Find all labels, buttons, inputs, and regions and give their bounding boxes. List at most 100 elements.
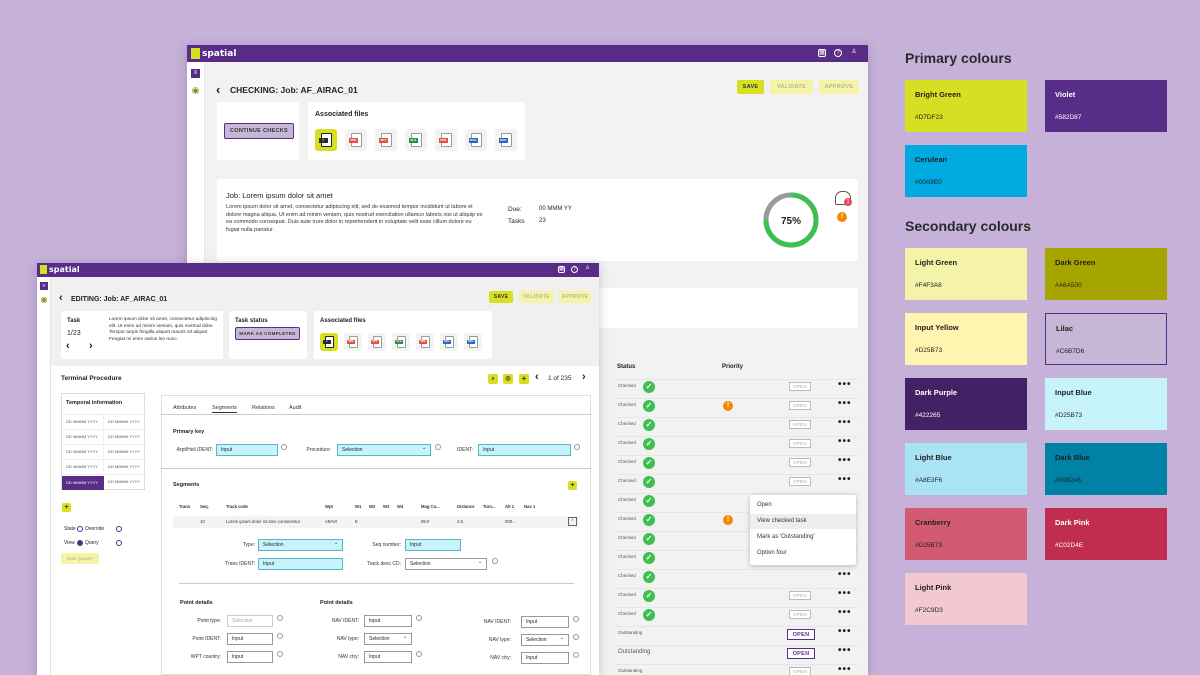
open-button[interactable]: OPEN <box>789 458 811 467</box>
tab-attributes[interactable]: Attributes <box>173 405 197 411</box>
grid-icon[interactable]: ▦ <box>818 49 826 57</box>
eye-icon[interactable]: ◉ <box>40 295 48 304</box>
validate-button[interactable]: VALIDATE <box>770 80 813 94</box>
open-button[interactable]: OPEN <box>789 477 811 486</box>
wpt-country-input[interactable]: Input <box>227 651 273 663</box>
context-menu-item[interactable]: Open <box>757 502 772 508</box>
pager-prev-icon[interactable]: ‹ <box>535 371 539 383</box>
override-radio[interactable] <box>77 526 83 532</box>
ident-input[interactable]: Input <box>478 444 571 456</box>
tab-audit[interactable]: Audit <box>289 405 302 411</box>
date-cell[interactable]: DD MMMM YYYY <box>104 444 146 458</box>
open-button[interactable]: OPEN <box>789 667 811 675</box>
nav-ctry2-input[interactable]: Input <box>521 652 569 664</box>
info-icon[interactable] <box>277 633 283 639</box>
collapse-icon[interactable]: ⌃ <box>568 517 577 526</box>
override-radio-2[interactable] <box>116 526 122 532</box>
file-icon[interactable]: DOC <box>495 129 517 151</box>
date-cell[interactable]: DD MMMM YYYY <box>62 459 104 473</box>
next-task-icon[interactable]: › <box>89 340 93 352</box>
info-icon[interactable] <box>435 444 441 450</box>
more-icon[interactable]: ••• <box>838 645 852 656</box>
approve-button[interactable]: APPROVE <box>559 291 591 303</box>
open-button[interactable]: OPEN <box>789 382 811 391</box>
nav-ctry-input[interactable]: Input <box>364 651 412 663</box>
context-menu-item[interactable]: Mark as 'Outstanding' <box>757 534 815 540</box>
context-menu-item[interactable]: View checked task <box>750 514 856 529</box>
file-icon[interactable]: XLS <box>392 333 410 351</box>
nav-type2-select[interactable]: Selection <box>521 634 569 646</box>
nav-ident2-input[interactable]: Input <box>521 616 569 628</box>
procedure-select[interactable]: Selection <box>337 444 431 456</box>
open-button[interactable]: OPEN <box>789 401 811 410</box>
date-cell[interactable]: DD MMMM YYYY <box>104 459 146 473</box>
search-icon[interactable]: ⌕ <box>488 374 498 384</box>
file-icon[interactable]: XLS <box>405 129 427 151</box>
more-icon[interactable]: ••• <box>838 588 852 599</box>
info-icon[interactable] <box>573 652 579 658</box>
file-icon[interactable]: PPT <box>368 333 386 351</box>
more-icon[interactable]: ••• <box>838 474 852 485</box>
info-icon[interactable] <box>573 634 579 640</box>
view-radio[interactable] <box>77 540 83 546</box>
file-icon[interactable]: PPT <box>375 129 397 151</box>
back-icon[interactable]: ‹ <box>216 82 221 97</box>
more-icon[interactable]: ••• <box>838 455 852 466</box>
arpt-input[interactable]: Input <box>216 444 278 456</box>
file-icon[interactable]: ≡ <box>320 333 338 351</box>
eye-icon[interactable]: ◉ <box>191 85 200 95</box>
trans-input[interactable]: Input <box>258 558 343 570</box>
help-icon[interactable]: ? <box>571 266 578 273</box>
run-query-button[interactable]: RUN QUERY <box>61 553 99 564</box>
menu-icon[interactable]: ≡ <box>40 282 48 290</box>
point-type-select[interactable]: Selection <box>227 615 273 627</box>
save-button[interactable]: SAVE <box>737 80 764 94</box>
open-button[interactable]: OPEN <box>787 648 815 659</box>
file-icon[interactable]: DOC <box>440 333 458 351</box>
date-cell[interactable]: DD MMMM YYYY <box>62 414 104 428</box>
info-icon[interactable] <box>281 444 287 450</box>
context-menu-item[interactable]: Option four <box>757 550 787 556</box>
tab-relations[interactable]: Relations <box>252 405 275 411</box>
file-icon[interactable]: PDF <box>344 333 362 351</box>
track-select[interactable]: Selection <box>405 558 487 570</box>
seq-input[interactable]: Input <box>405 539 461 551</box>
validate-button[interactable]: VALIDATE <box>519 291 554 303</box>
open-button[interactable]: OPEN <box>789 610 811 619</box>
date-cell[interactable]: DD MMMM YYYY <box>62 429 104 443</box>
file-icon[interactable]: PDF <box>416 333 434 351</box>
file-icon[interactable]: ≡ <box>315 129 337 151</box>
type-select[interactable]: Selection <box>258 539 343 551</box>
pager-next-icon[interactable]: › <box>582 371 586 383</box>
info-icon[interactable] <box>492 558 498 564</box>
more-icon[interactable]: ••• <box>838 626 852 637</box>
more-icon[interactable]: ••• <box>838 379 852 390</box>
add-icon[interactable]: + <box>519 374 529 384</box>
info-icon[interactable] <box>416 651 422 657</box>
add-segment-icon[interactable]: + <box>568 481 577 490</box>
date-cell[interactable]: DD MMMM YYYY <box>104 429 146 443</box>
open-button[interactable]: OPEN <box>789 420 811 429</box>
open-button[interactable]: OPEN <box>789 439 811 448</box>
user-icon[interactable]: ♙ <box>585 265 590 271</box>
menu-icon[interactable]: ≡ <box>191 69 200 78</box>
help-icon[interactable]: ? <box>834 49 842 57</box>
open-button[interactable]: OPEN <box>787 629 815 640</box>
date-cell[interactable]: DD MMMM YYYY <box>104 414 146 428</box>
selected-date[interactable]: DD MMMM YYYY <box>62 476 104 490</box>
file-icon[interactable]: PDF <box>345 129 367 151</box>
info-icon[interactable] <box>277 615 283 621</box>
point-ident-input[interactable]: Input <box>227 633 273 645</box>
more-icon[interactable]: ••• <box>838 398 852 409</box>
file-icon[interactable]: DOC <box>464 333 482 351</box>
more-icon[interactable]: ••• <box>838 436 852 447</box>
approve-button[interactable]: APPROVE <box>819 80 859 94</box>
mark-completed-button[interactable]: MARK AS COMPLETED <box>235 327 300 340</box>
grid-icon[interactable]: ▦ <box>558 266 565 273</box>
back-icon[interactable]: ‹ <box>59 292 63 304</box>
more-icon[interactable]: ••• <box>838 569 852 580</box>
tab-segments[interactable]: Segments <box>212 405 237 413</box>
query-radio[interactable] <box>116 540 122 546</box>
more-icon[interactable]: ••• <box>838 664 852 675</box>
prev-task-icon[interactable]: ‹ <box>66 340 70 352</box>
